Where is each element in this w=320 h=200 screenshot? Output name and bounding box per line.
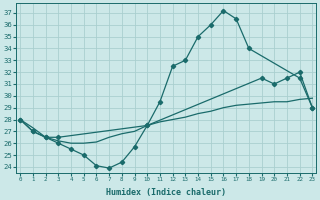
X-axis label: Humidex (Indice chaleur): Humidex (Indice chaleur) bbox=[106, 188, 226, 197]
